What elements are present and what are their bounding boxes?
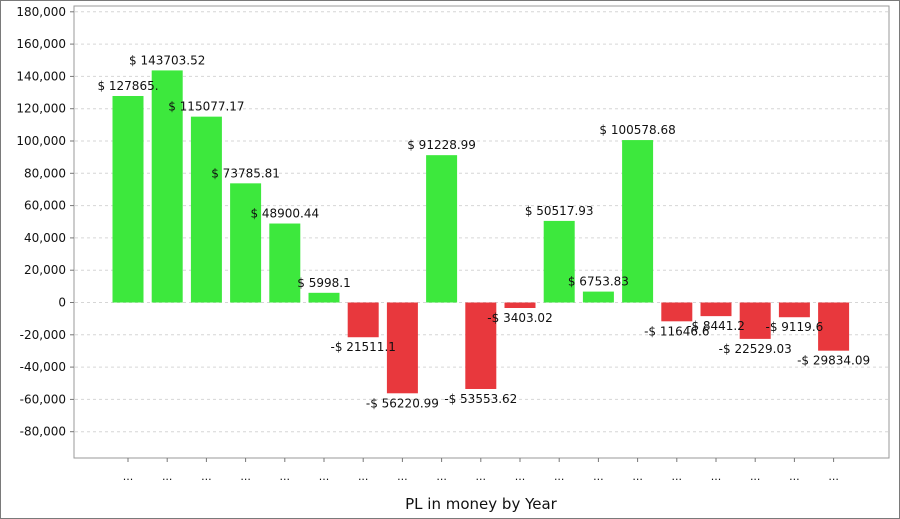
bar	[347, 302, 379, 338]
x-tick-label: ...	[319, 470, 330, 483]
data-label: $ 48900.44	[250, 207, 319, 221]
y-tick-label: 100,000	[16, 134, 66, 148]
y-tick-label: 40,000	[24, 231, 66, 245]
data-label: -$ 3403.02	[487, 311, 552, 325]
bar	[386, 302, 418, 394]
x-tick-label: ...	[711, 470, 722, 483]
x-tick-label: ...	[554, 470, 565, 483]
x-tick-label: ...	[280, 470, 291, 483]
data-labels: $ 127865. $ 143703.52 $ 115077.17 $ 73785.8…	[97, 53, 870, 410]
bar	[778, 302, 810, 318]
x-tick-label: ...	[358, 470, 369, 483]
data-label: -$ 56220.99	[366, 396, 439, 410]
data-label: -$ 8441.2	[687, 319, 745, 333]
x-axis-title: PL in money by Year	[405, 495, 558, 513]
x-tick-label: ...	[593, 470, 604, 483]
y-tick-label: 160,000	[16, 37, 66, 51]
bar	[739, 302, 771, 339]
bar	[818, 302, 850, 351]
y-tick-label: 60,000	[24, 199, 66, 213]
bar	[190, 116, 222, 303]
data-label: $ 6753.83	[568, 275, 629, 289]
x-tick-label: ...	[162, 470, 173, 483]
bar	[700, 302, 732, 317]
data-label: -$ 11646.6	[644, 324, 709, 338]
data-label: $ 73785.81	[211, 166, 280, 180]
bar	[504, 302, 536, 308]
bar	[151, 70, 183, 303]
bar	[465, 302, 497, 389]
y-tick-label: -60,000	[20, 392, 66, 406]
y-tick-label: 0	[58, 296, 66, 310]
x-axis-tick-labels: ........................................…	[123, 458, 839, 483]
x-tick-label: ...	[476, 470, 487, 483]
x-tick-label: ...	[750, 470, 761, 483]
y-tick-label: 120,000	[16, 102, 66, 116]
data-label: $ 143703.52	[129, 53, 205, 67]
x-tick-label: ...	[828, 470, 839, 483]
data-label: -$ 22529.03	[719, 342, 792, 356]
x-tick-label: ...	[201, 470, 212, 483]
y-tick-label: 80,000	[24, 166, 66, 180]
x-tick-label: ...	[436, 470, 447, 483]
x-tick-label: ...	[515, 470, 526, 483]
y-tick-label: -20,000	[20, 328, 66, 342]
data-label: $ 50517.93	[525, 204, 594, 218]
bar	[543, 220, 575, 303]
data-label: $ 91228.99	[407, 138, 476, 152]
bar	[582, 291, 614, 303]
bar	[622, 140, 654, 303]
y-tick-label: 20,000	[24, 263, 66, 277]
data-label: -$ 53553.62	[444, 392, 517, 406]
data-label: $ 100578.68	[599, 123, 675, 137]
y-tick-label: -80,000	[20, 425, 66, 439]
data-label: -$ 21511.1	[330, 340, 395, 354]
bar	[308, 292, 340, 303]
data-label: -$ 29834.09	[797, 354, 870, 368]
x-tick-label: ...	[789, 470, 800, 483]
bar	[269, 223, 301, 303]
y-axis-ticks: 180,000 160,000 140,000 120,000 100,000 80,00…	[16, 5, 74, 439]
bar	[661, 302, 693, 322]
x-tick-label: ...	[123, 470, 134, 483]
x-tick-label: ...	[397, 470, 408, 483]
bar	[230, 183, 262, 303]
x-tick-label: ...	[240, 470, 251, 483]
bar	[426, 155, 458, 303]
data-label: -$ 9119.6	[766, 320, 824, 334]
bar	[112, 95, 144, 303]
y-tick-label: 180,000	[16, 5, 66, 19]
data-label: $ 127865.	[97, 79, 158, 93]
x-tick-label: ...	[632, 470, 643, 483]
data-label: $ 115077.17	[168, 100, 244, 114]
y-tick-label: 140,000	[16, 69, 66, 83]
bars	[112, 70, 850, 394]
y-tick-label: -40,000	[20, 360, 66, 374]
data-label: $ 5998.1	[297, 276, 350, 290]
x-tick-label: ...	[672, 470, 683, 483]
